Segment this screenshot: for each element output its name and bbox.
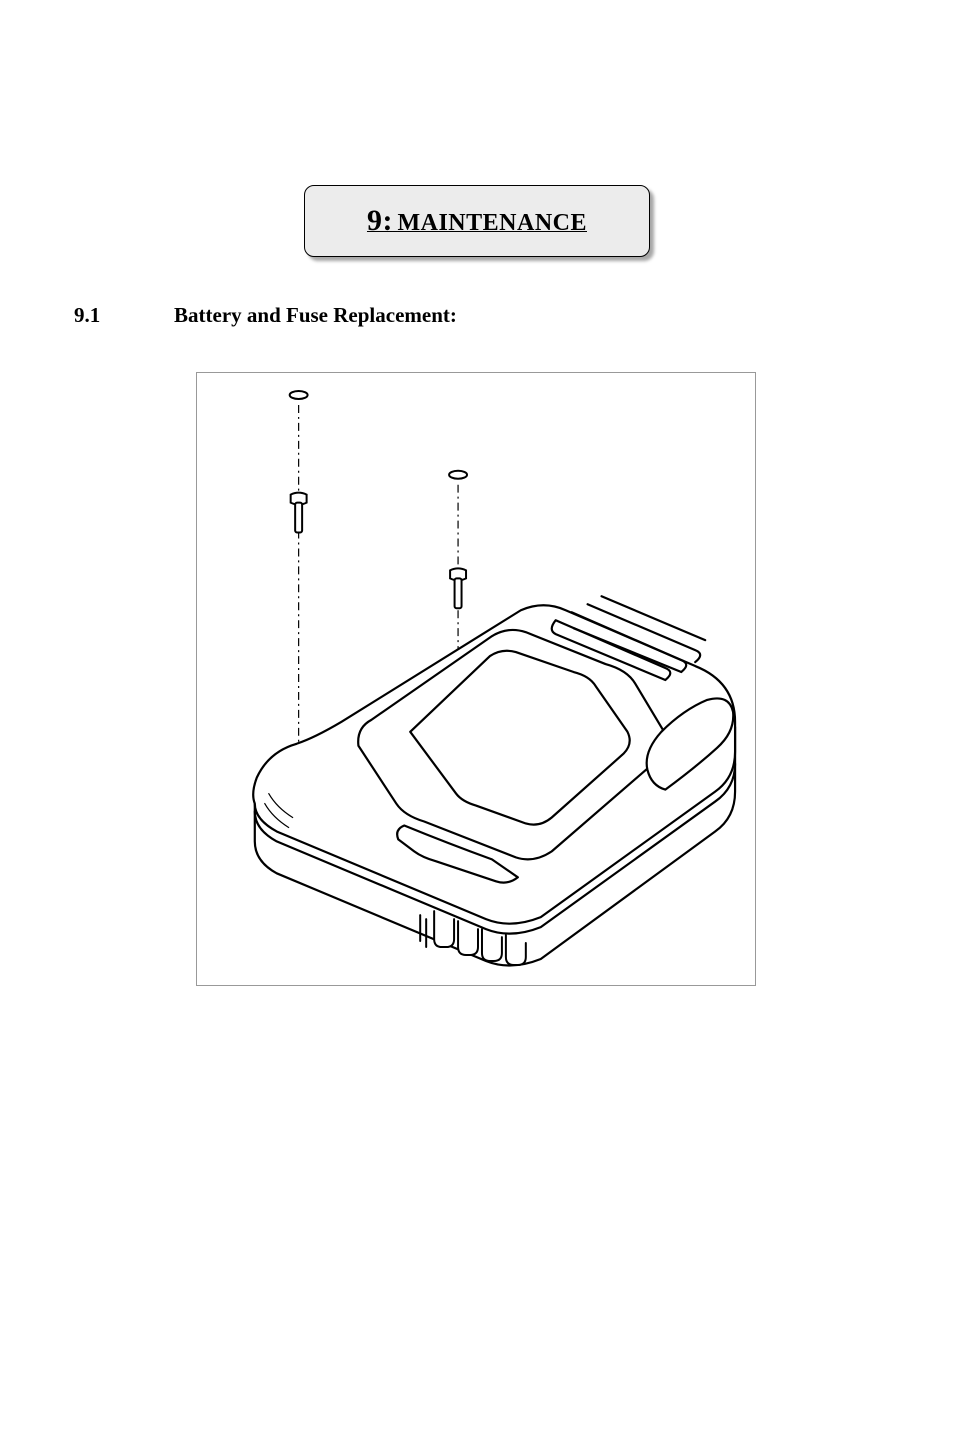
section-number: 9.1: [74, 303, 174, 328]
section-heading-row: 9.1 Battery and Fuse Replacement:: [0, 303, 954, 328]
chapter-heading-box: 9: MAINTENANCE: [304, 185, 650, 257]
chapter-title: MAINTENANCE: [397, 210, 587, 236]
chapter-number: 9:: [367, 204, 393, 237]
exploded-view-figure: [196, 372, 756, 986]
section-title: Battery and Fuse Replacement:: [174, 303, 457, 328]
chapter-heading: 9: MAINTENANCE: [367, 204, 587, 238]
device-drawing: [197, 373, 755, 985]
manual-page: 9: MAINTENANCE 9.1 Battery and Fuse Repl…: [0, 0, 954, 1431]
